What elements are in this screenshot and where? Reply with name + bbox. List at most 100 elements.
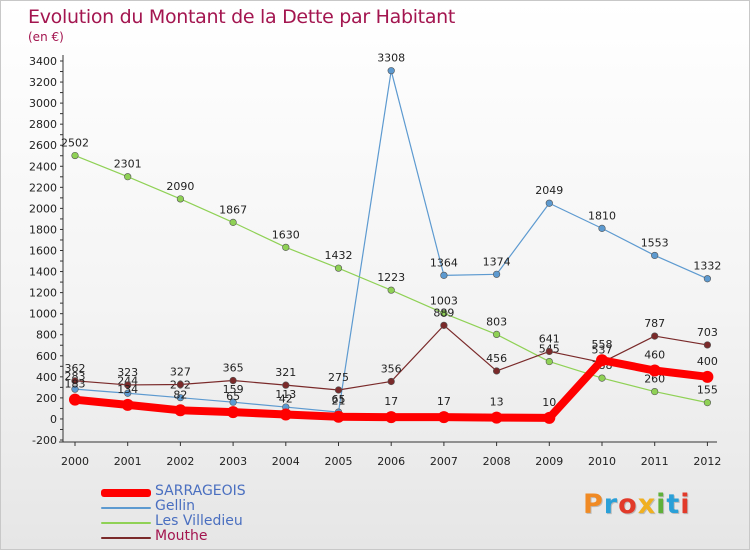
data-label: 155 xyxy=(697,384,718,397)
data-label: 787 xyxy=(644,317,665,330)
data-point xyxy=(598,374,606,382)
legend-swatch xyxy=(101,507,151,509)
y-tick-label: 1000 xyxy=(29,308,57,321)
y-tick-label: 400 xyxy=(36,371,57,384)
y-tick-label: 0 xyxy=(50,413,57,426)
data-point xyxy=(651,332,659,340)
y-tick-label: 3200 xyxy=(29,76,57,89)
data-label: 1332 xyxy=(693,260,721,273)
data-point xyxy=(596,354,608,367)
data-point xyxy=(701,370,714,383)
data-point xyxy=(71,151,79,160)
legend-label: Gellin xyxy=(155,498,196,514)
data-point xyxy=(229,398,237,406)
x-tick-label: 2000 xyxy=(61,455,89,468)
y-tick-label: -200 xyxy=(32,434,57,447)
logo-letter: i xyxy=(680,489,691,520)
data-point xyxy=(440,321,448,329)
data-label: 3308 xyxy=(377,52,405,65)
data-point xyxy=(332,410,345,423)
y-tick-label: 2400 xyxy=(29,160,57,173)
x-tick-label: 2002 xyxy=(166,455,194,468)
data-label: 803 xyxy=(486,315,507,328)
y-tick-label: 1200 xyxy=(29,287,57,300)
data-point xyxy=(227,406,240,419)
logo-letter: P xyxy=(583,489,604,520)
data-label: 400 xyxy=(697,355,718,368)
y-tick-label: 2800 xyxy=(29,118,57,131)
legend-item: Les Villedieu xyxy=(101,513,321,530)
y-tick-label: 600 xyxy=(36,350,57,363)
data-point xyxy=(176,195,184,203)
x-tick-label: 2008 xyxy=(483,455,511,468)
data-point xyxy=(493,367,501,375)
data-label: 327 xyxy=(170,366,191,379)
data-point xyxy=(176,394,184,402)
x-tick-label: 2005 xyxy=(325,455,353,468)
logo-letter: o xyxy=(618,489,638,520)
data-point xyxy=(598,224,606,232)
data-point xyxy=(387,67,395,75)
data-point xyxy=(385,411,398,424)
y-tick-label: 3000 xyxy=(29,97,57,110)
data-label: 1223 xyxy=(377,271,405,284)
data-label: 356 xyxy=(381,362,402,375)
legend-swatch xyxy=(101,537,151,539)
legend-item: Gellin xyxy=(101,498,321,515)
data-label: 321 xyxy=(275,366,296,379)
y-tick-label: 200 xyxy=(36,392,57,405)
data-label: 134 xyxy=(117,383,138,396)
data-label: 323 xyxy=(117,366,138,379)
legend-label: SARRAGEOIS xyxy=(155,483,246,499)
data-label: 1553 xyxy=(641,236,669,249)
data-label: 537 xyxy=(592,343,613,356)
data-label: 558 xyxy=(592,338,613,351)
data-point xyxy=(387,286,395,294)
legend-label: Les Villedieu xyxy=(155,513,243,529)
x-tick-label: 2009 xyxy=(535,455,563,468)
data-label: 82 xyxy=(173,388,187,401)
data-point xyxy=(490,411,503,424)
data-point xyxy=(71,377,79,385)
y-tick-label: 2600 xyxy=(29,139,57,152)
chart-subtitle: (en €) xyxy=(28,30,64,44)
legend-swatch xyxy=(101,522,151,524)
data-point xyxy=(440,271,448,279)
data-point xyxy=(124,381,132,389)
logo-letter: r xyxy=(603,489,619,520)
data-point xyxy=(651,387,659,396)
x-tick-label: 2010 xyxy=(588,455,616,468)
data-point xyxy=(229,218,237,226)
data-label: 362 xyxy=(65,362,86,375)
data-label: 1374 xyxy=(483,255,511,268)
data-point xyxy=(703,341,712,349)
data-point xyxy=(334,386,343,394)
data-label: 641 xyxy=(539,332,560,345)
data-point xyxy=(493,270,501,278)
x-tick-label: 2012 xyxy=(693,455,721,468)
data-label: 17 xyxy=(437,395,451,408)
data-point xyxy=(279,408,292,421)
data-point xyxy=(387,377,395,386)
data-point xyxy=(543,411,556,424)
data-point xyxy=(282,381,290,389)
data-point xyxy=(69,393,81,406)
data-label: 275 xyxy=(328,371,349,384)
x-tick-label: 2003 xyxy=(219,455,247,468)
data-label: 183 xyxy=(65,378,86,391)
data-point xyxy=(437,411,450,424)
data-point xyxy=(121,398,134,411)
data-label: 159 xyxy=(223,383,244,396)
data-label: 113 xyxy=(275,388,296,401)
data-label: 1364 xyxy=(430,256,458,269)
data-point xyxy=(648,364,661,377)
data-point xyxy=(545,199,553,207)
data-point xyxy=(545,357,553,366)
data-label: 889 xyxy=(433,306,454,319)
data-point xyxy=(124,389,132,397)
data-label: 456 xyxy=(486,352,507,365)
legend-label: Mouthe xyxy=(155,528,208,544)
data-label: 2090 xyxy=(166,180,194,193)
chart-legend: SARRAGEOIS Gellin Les Villedieu Mouthe xyxy=(101,483,321,545)
data-label: 260 xyxy=(644,373,665,386)
